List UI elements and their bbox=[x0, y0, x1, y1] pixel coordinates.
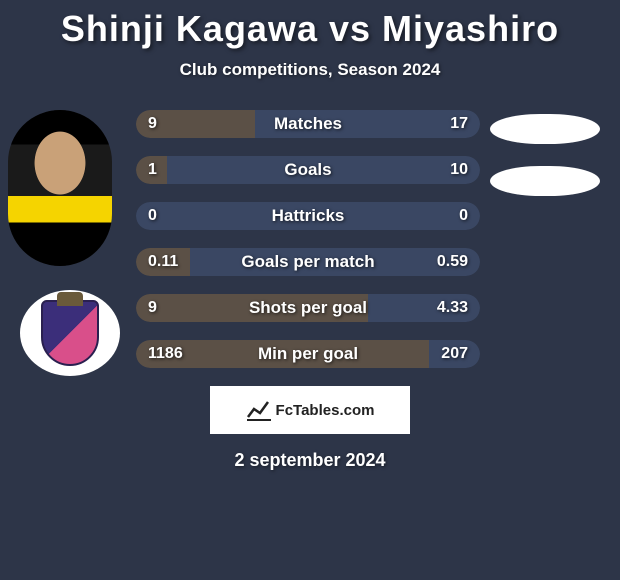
player1-avatar bbox=[8, 110, 112, 266]
stat-label: Goals bbox=[284, 160, 331, 180]
stat-label: Matches bbox=[274, 114, 342, 134]
stat-row: 0 0 Hattricks bbox=[136, 202, 480, 230]
stat-bars: 9 17 Matches 1 10 Goals 0 0 Hattricks 0.11 0.59 Goa… bbox=[136, 110, 480, 368]
stat-value-left: 1186 bbox=[148, 345, 183, 363]
stat-label: Min per goal bbox=[258, 344, 358, 364]
crest-shield-icon bbox=[41, 300, 99, 366]
stat-value-right: 10 bbox=[450, 161, 468, 179]
stat-label: Goals per match bbox=[241, 252, 374, 272]
stat-label: Shots per goal bbox=[249, 298, 367, 318]
chart-icon bbox=[246, 399, 272, 421]
stat-row: 9 4.33 Shots per goal bbox=[136, 294, 480, 322]
stat-row: 0.11 0.59 Goals per match bbox=[136, 248, 480, 276]
player2-club-crest-placeholder bbox=[490, 166, 600, 196]
player1-club-crest bbox=[20, 290, 120, 376]
stat-label: Hattricks bbox=[272, 206, 345, 226]
page-title: Shinji Kagawa vs Miyashiro bbox=[0, 0, 620, 50]
player1-face bbox=[8, 110, 112, 266]
stat-value-right: 0.59 bbox=[437, 253, 468, 271]
fctables-badge: FcTables.com bbox=[210, 386, 410, 434]
stat-value-right: 4.33 bbox=[437, 299, 468, 317]
stat-row: 1186 207 Min per goal bbox=[136, 340, 480, 368]
badge-text: FcTables.com bbox=[276, 402, 375, 419]
stat-value-right: 0 bbox=[459, 207, 468, 225]
stat-value-right: 17 bbox=[450, 115, 468, 133]
stat-value-left: 0 bbox=[148, 207, 157, 225]
stat-value-left: 1 bbox=[148, 161, 157, 179]
stat-value-left: 0.11 bbox=[148, 253, 178, 271]
stat-value-left: 9 bbox=[148, 299, 157, 317]
stat-row: 9 17 Matches bbox=[136, 110, 480, 138]
comparison-panel: 9 17 Matches 1 10 Goals 0 0 Hattricks 0.11 0.59 Goa… bbox=[0, 110, 620, 368]
subtitle: Club competitions, Season 2024 bbox=[0, 60, 620, 80]
stat-value-right: 207 bbox=[441, 345, 468, 363]
stat-row: 1 10 Goals bbox=[136, 156, 480, 184]
stat-value-left: 9 bbox=[148, 115, 157, 133]
date: 2 september 2024 bbox=[0, 450, 620, 471]
player2-avatar-placeholder bbox=[490, 114, 600, 144]
